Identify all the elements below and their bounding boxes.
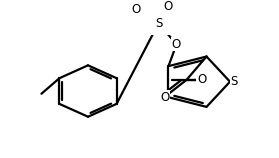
Text: S: S [230,75,238,88]
Text: O: O [197,73,206,86]
Text: O: O [160,91,169,103]
Text: O: O [164,0,173,13]
Text: O: O [172,38,181,51]
Text: S: S [155,17,162,30]
Text: O: O [132,3,141,16]
